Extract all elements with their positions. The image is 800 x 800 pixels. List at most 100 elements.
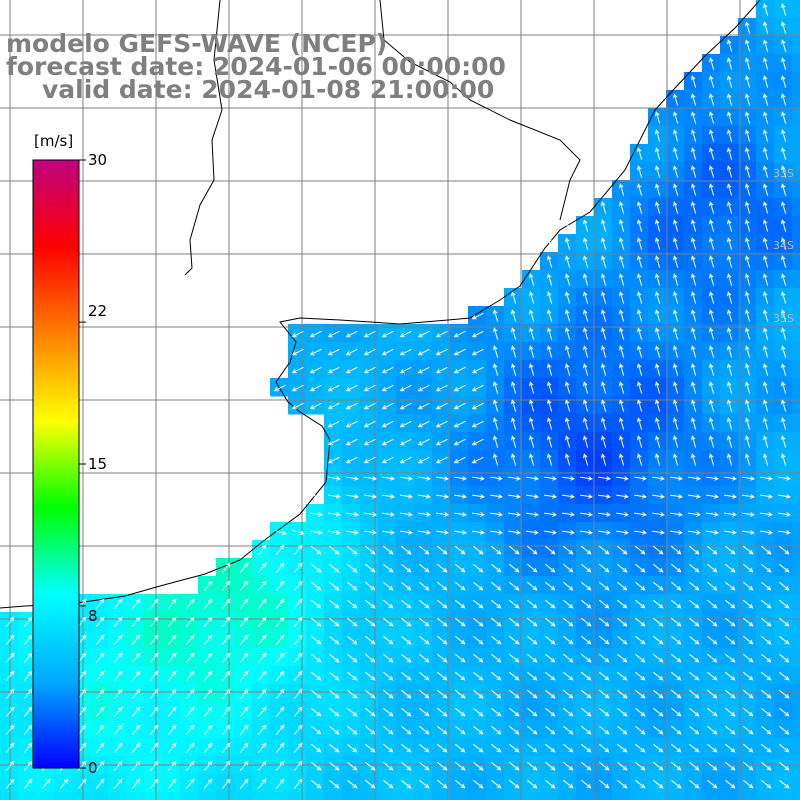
wind-cell <box>288 702 307 721</box>
wind-cell <box>630 396 649 415</box>
wind-arrow <box>544 743 556 753</box>
wind-cell <box>792 468 800 487</box>
wind-arrow <box>654 183 661 196</box>
wind-cell <box>342 378 361 397</box>
wind-arrow <box>257 616 267 627</box>
wind-arrow <box>636 201 643 214</box>
wind-arrow <box>778 476 791 481</box>
wind-cell <box>738 450 757 469</box>
wind-arrow <box>778 545 790 555</box>
wind-arrow <box>564 399 571 412</box>
wind-arrow <box>113 706 123 717</box>
wind-arrow <box>580 743 592 753</box>
wind-arrow <box>544 494 557 499</box>
wind-cell <box>558 468 577 487</box>
wind-arrow <box>492 327 499 340</box>
wind-arrow <box>780 363 787 376</box>
wind-arrow <box>780 237 787 250</box>
wind-arrow <box>580 707 592 717</box>
wind-cell <box>432 324 451 343</box>
wind-cell <box>648 144 667 163</box>
wind-arrow <box>95 616 105 627</box>
wind-cell <box>738 468 757 487</box>
wind-arrow <box>778 494 791 499</box>
wind-arrow <box>580 530 593 535</box>
wind-arrow <box>113 652 123 663</box>
wind-arrow <box>490 725 502 735</box>
wind-arrow <box>654 201 661 214</box>
wind-cell <box>792 594 800 613</box>
wind-arrow <box>310 707 322 717</box>
wind-arrow <box>400 779 412 789</box>
wind-arrow <box>257 634 267 645</box>
wind-arrow <box>598 494 611 499</box>
wind-arrow <box>472 671 484 681</box>
wind-cell <box>756 216 775 235</box>
wind-arrow <box>203 778 213 789</box>
wind-cell <box>324 342 343 361</box>
wind-arrow <box>580 761 592 771</box>
wind-arrow <box>724 617 736 627</box>
wind-cell <box>360 522 379 541</box>
wind-arrow <box>293 562 303 573</box>
wind-cell <box>738 378 757 397</box>
wind-arrow <box>742 617 754 627</box>
wind-arrow <box>616 689 628 699</box>
wind-cell <box>576 486 595 505</box>
wind-arrow <box>688 512 701 517</box>
wind-cell <box>684 522 703 541</box>
wind-arrow <box>363 420 376 428</box>
wind-cell <box>306 342 325 361</box>
wind-cell <box>684 450 703 469</box>
wind-cell <box>756 180 775 199</box>
wind-arrow <box>580 581 592 591</box>
wind-arrow <box>490 743 502 753</box>
wind-arrow <box>670 743 682 753</box>
wind-cell <box>612 486 631 505</box>
wind-arrow <box>221 670 231 681</box>
wind-cell <box>756 144 775 163</box>
wind-arrow <box>364 653 376 663</box>
wind-cell <box>486 486 505 505</box>
wind-arrow <box>436 599 448 609</box>
wind-arrow <box>780 183 787 196</box>
wind-arrow <box>239 634 249 645</box>
wind-arrow <box>544 635 556 645</box>
wind-arrow <box>492 363 499 376</box>
wind-arrow <box>328 761 340 771</box>
wind-arrow <box>131 670 141 681</box>
wind-cell <box>450 432 469 451</box>
wind-arrow <box>257 688 267 699</box>
wind-cell <box>234 738 253 757</box>
wind-arrow <box>690 75 697 88</box>
wind-arrow <box>562 671 574 681</box>
wind-cell <box>594 324 613 343</box>
wind-cell <box>630 288 649 307</box>
wind-arrow <box>654 255 661 268</box>
wind-arrow <box>382 779 394 789</box>
wind-arrow <box>672 327 679 340</box>
wind-cell <box>198 666 217 685</box>
wind-cell <box>126 702 145 721</box>
wind-arrow <box>780 21 787 34</box>
wind-arrow <box>546 363 553 376</box>
wind-cell <box>216 684 235 703</box>
wind-arrow <box>600 435 607 448</box>
wind-cell <box>756 324 775 343</box>
wind-arrow <box>780 111 787 124</box>
wind-arrow <box>346 779 358 789</box>
wind-cell <box>414 342 433 361</box>
wind-cell <box>270 594 289 613</box>
wind-arrow <box>760 545 772 555</box>
wind-arrow <box>760 725 772 735</box>
wind-cell <box>630 144 649 163</box>
wind-cell <box>756 72 775 91</box>
wind-arrow <box>77 760 87 771</box>
wind-cell <box>576 396 595 415</box>
wind-arrow <box>327 348 340 356</box>
wind-arrow <box>149 634 159 645</box>
wind-arrow <box>652 761 664 771</box>
wind-cell <box>738 342 757 361</box>
wind-arrow <box>546 273 553 286</box>
wind-arrow <box>436 671 448 681</box>
